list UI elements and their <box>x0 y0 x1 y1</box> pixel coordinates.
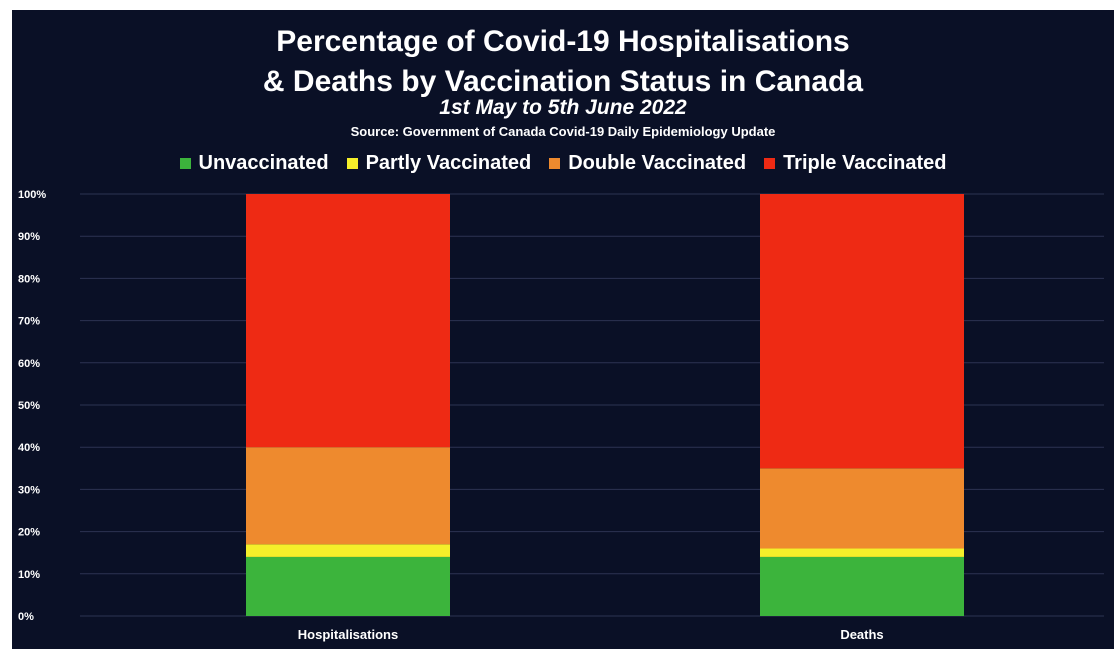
legend-swatch-unvaccinated <box>179 158 191 169</box>
legend-swatch-double-vaccinated <box>549 158 561 169</box>
y-tick-label: 50% <box>18 400 40 412</box>
stacked-bar-chart: 0% 10% 20% 30% 40% 50% 60% 70% 80% 90% 100% Hospita… <box>18 189 1104 642</box>
chart-title-line-2: & Deaths by Vaccination Status in Canada <box>262 65 864 98</box>
chart-frame: Percentage of Covid-19 Hospitalisations … <box>12 10 1114 649</box>
bar-segment-deaths-triple-vaccinated <box>760 194 964 469</box>
legend-swatch-triple-vaccinated <box>764 158 776 169</box>
y-tick-label: 80% <box>18 273 40 285</box>
bar-segment-deaths-double-vaccinated <box>760 468 964 549</box>
chart-subtitle: 1st May to 5th June 2022 <box>439 96 687 119</box>
y-tick-label: 0% <box>18 611 34 623</box>
bar-segment-deaths-partly-vaccinated <box>760 548 964 557</box>
y-tick-label: 90% <box>18 231 40 243</box>
y-tick-label: 10% <box>18 569 40 581</box>
y-tick-label: 60% <box>18 358 40 370</box>
bar-segment-hospitalisations-double-vaccinated <box>246 447 450 545</box>
legend-item-triple-vaccinated: Triple Vaccinated <box>764 152 946 175</box>
y-tick-label: 40% <box>18 442 40 454</box>
chart-source: Source: Government of Canada Covid-19 Da… <box>350 124 776 139</box>
y-tick-label: 70% <box>18 316 40 328</box>
legend-item-unvaccinated: Unvaccinated <box>179 152 329 175</box>
y-tick-label: 30% <box>18 484 40 496</box>
legend-item-double-vaccinated: Double Vaccinated <box>549 152 746 175</box>
legend-item-partly-vaccinated: Partly Vaccinated <box>346 152 532 175</box>
bar-segment-hospitalisations-unvaccinated <box>246 556 450 616</box>
legend-label-unvaccinated: Unvaccinated <box>198 152 329 174</box>
legend-label-double-vaccinated: Double Vaccinated <box>568 152 747 174</box>
bar-segment-hospitalisations-partly-vaccinated <box>246 544 450 557</box>
bar-segment-hospitalisations-triple-vaccinated <box>246 194 450 448</box>
x-category-label: Deaths <box>840 627 883 642</box>
legend-label-partly-vaccinated: Partly Vaccinated <box>365 152 532 174</box>
chart-title: Percentage of Covid-19 Hospitalisations … <box>12 22 1114 102</box>
legend-label-triple-vaccinated: Triple Vaccinated <box>783 152 947 174</box>
chart-legend: Unvaccinated Partly Vaccinated Double Va… <box>12 152 1114 175</box>
bar-segment-deaths-unvaccinated <box>760 556 964 616</box>
chart-title-line-1: Percentage of Covid-19 Hospitalisations <box>276 25 850 58</box>
legend-swatch-partly-vaccinated <box>346 158 358 169</box>
x-category-label: Hospitalisations <box>298 627 398 642</box>
y-tick-label: 20% <box>18 527 40 539</box>
y-tick-label: 100% <box>18 189 46 201</box>
